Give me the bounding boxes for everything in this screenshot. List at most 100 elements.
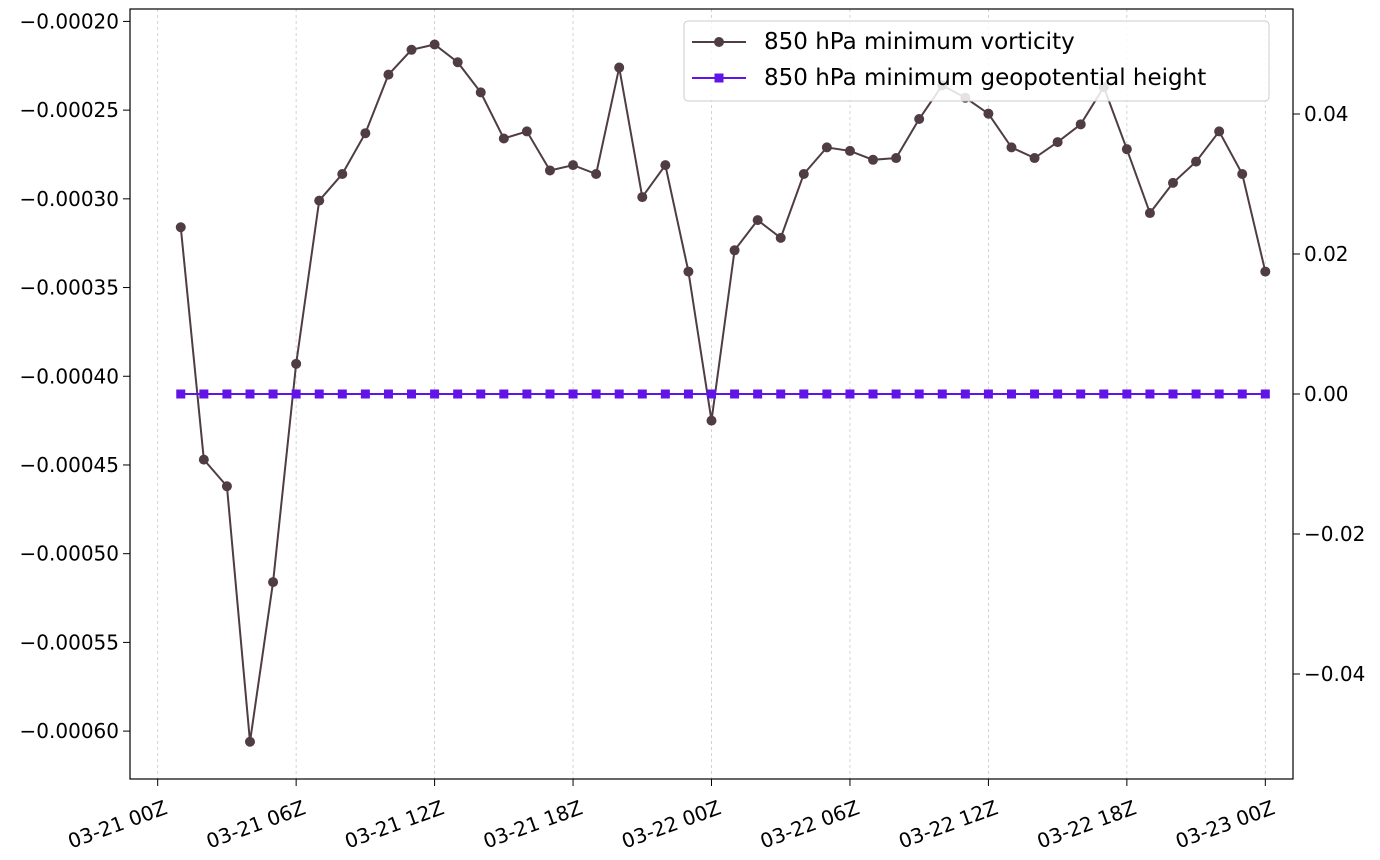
data-point bbox=[452, 57, 463, 68]
data-point bbox=[383, 69, 394, 80]
x-tick-label: 03-22 00Z bbox=[618, 795, 724, 853]
data-point bbox=[199, 389, 209, 399]
data-point bbox=[983, 389, 993, 399]
data-point bbox=[844, 145, 855, 156]
data-point bbox=[360, 389, 370, 399]
data-point bbox=[591, 169, 602, 179]
legend-marker-geopotential bbox=[714, 73, 724, 83]
right-y-tick-label: −0.02 bbox=[1304, 522, 1365, 546]
data-point bbox=[1122, 389, 1132, 399]
data-point bbox=[245, 389, 255, 399]
data-point bbox=[406, 44, 417, 55]
x-tick-label: 03-22 18Z bbox=[1034, 795, 1140, 853]
data-point bbox=[983, 108, 994, 119]
data-point bbox=[475, 87, 486, 98]
data-point bbox=[268, 389, 278, 399]
data-point bbox=[521, 126, 532, 137]
data-point bbox=[1053, 389, 1063, 399]
data-point bbox=[499, 389, 509, 399]
data-point bbox=[960, 389, 970, 399]
x-tick-label: 03-21 00Z bbox=[65, 795, 171, 853]
right-y-tick-label: 0.02 bbox=[1304, 242, 1349, 266]
data-point bbox=[1006, 389, 1016, 399]
data-point bbox=[1191, 156, 1202, 167]
data-point bbox=[1099, 389, 1109, 399]
data-point bbox=[568, 389, 578, 399]
x-tick-label: 03-21 12Z bbox=[342, 795, 448, 853]
data-point bbox=[1237, 389, 1247, 399]
data-point bbox=[891, 389, 901, 399]
data-point bbox=[1145, 389, 1155, 399]
data-point bbox=[753, 389, 763, 399]
data-point bbox=[314, 389, 324, 399]
data-point bbox=[706, 415, 717, 426]
data-point bbox=[868, 389, 878, 399]
data-point bbox=[822, 389, 832, 399]
data-point bbox=[614, 389, 624, 399]
data-point bbox=[476, 389, 486, 399]
data-point bbox=[545, 389, 555, 399]
left-y-tick-label: −0.00020 bbox=[20, 9, 119, 33]
data-point bbox=[775, 232, 786, 243]
data-point bbox=[937, 389, 947, 399]
data-point bbox=[291, 358, 302, 369]
data-point bbox=[637, 192, 648, 203]
data-point bbox=[498, 133, 509, 144]
left-y-tick-label: −0.00050 bbox=[20, 542, 119, 566]
data-point bbox=[868, 154, 879, 165]
left-y-tick-label: −0.00045 bbox=[20, 453, 119, 477]
left-y-tick-label: −0.00030 bbox=[20, 187, 119, 211]
data-point bbox=[360, 128, 371, 139]
right-y-tick-label: 0.00 bbox=[1304, 382, 1349, 406]
data-point bbox=[291, 389, 301, 399]
data-point bbox=[1052, 137, 1063, 148]
right-y-tick-label: 0.04 bbox=[1304, 102, 1349, 126]
data-point bbox=[314, 195, 325, 206]
legend-label-geopotential: 850 hPa minimum geopotential height bbox=[764, 65, 1206, 91]
data-point bbox=[544, 165, 555, 176]
data-point bbox=[591, 389, 601, 399]
data-point bbox=[1029, 153, 1040, 164]
x-axis: 03-21 00Z 03-21 06Z 03-21 12Z 03-21 18Z 03-2… bbox=[65, 779, 1278, 853]
left-y-tick-label: −0.00035 bbox=[20, 276, 119, 300]
data-point bbox=[244, 736, 255, 747]
x-tick-label: 03-23 00Z bbox=[1172, 795, 1278, 853]
right-y-tick-label: −0.04 bbox=[1304, 662, 1365, 686]
x-tick-label: 03-22 12Z bbox=[895, 795, 1001, 853]
data-point bbox=[222, 389, 232, 399]
data-point bbox=[337, 169, 348, 179]
left-y-axis: −0.00020 −0.00025 −0.00030 −0.00035 −0.00040… bbox=[20, 9, 130, 743]
data-point bbox=[568, 160, 579, 171]
data-point bbox=[522, 389, 532, 399]
data-point bbox=[430, 389, 440, 399]
x-tick-label: 03-22 06Z bbox=[757, 795, 863, 853]
data-point bbox=[821, 142, 832, 153]
data-point bbox=[1214, 389, 1224, 399]
data-point bbox=[1260, 266, 1271, 277]
data-point bbox=[429, 39, 440, 50]
data-point bbox=[914, 389, 924, 399]
right-y-axis: 0.04 0.02 0.00 −0.02 −0.04 bbox=[1293, 102, 1365, 686]
data-point bbox=[660, 389, 670, 399]
data-point bbox=[891, 153, 902, 164]
left-y-tick-label: −0.00040 bbox=[20, 364, 119, 388]
data-point bbox=[268, 577, 279, 588]
data-point bbox=[1075, 119, 1086, 130]
data-point bbox=[221, 481, 232, 492]
data-point bbox=[683, 389, 693, 399]
data-point bbox=[198, 454, 209, 465]
legend: 850 hPa minimum vorticity 850 hPa minimu… bbox=[683, 20, 1270, 102]
data-point bbox=[1121, 144, 1132, 155]
legend-marker-vorticity bbox=[714, 37, 724, 47]
data-point bbox=[175, 222, 186, 233]
data-point bbox=[729, 245, 740, 256]
data-point bbox=[383, 389, 393, 399]
data-point bbox=[707, 389, 716, 399]
data-point bbox=[1006, 142, 1017, 153]
data-point bbox=[1168, 177, 1179, 188]
data-point bbox=[407, 389, 417, 399]
left-y-tick-label: −0.00055 bbox=[20, 630, 119, 654]
data-point bbox=[453, 389, 463, 399]
data-point bbox=[799, 389, 809, 399]
data-point bbox=[1260, 389, 1270, 399]
